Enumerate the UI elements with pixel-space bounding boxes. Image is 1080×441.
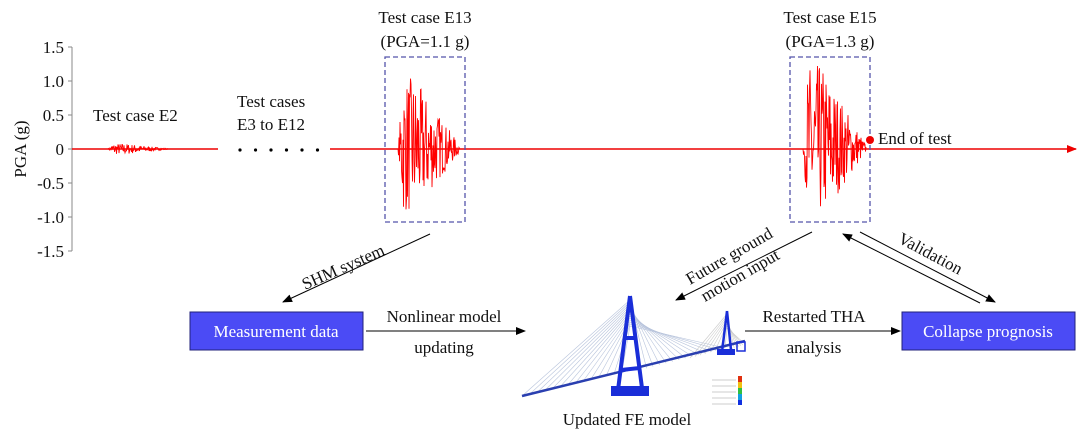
nonlinear-label-2: updating [414,338,474,357]
e2-signal [107,143,169,155]
e3-e12-label-2: E3 to E12 [237,115,305,134]
e15-label-1: Test case E15 [783,8,876,27]
dot [284,148,289,152]
e3-e12-label-1: Test cases [237,92,305,111]
validation-arrow-down [859,231,996,303]
dot [238,148,242,152]
fe-model-caption: Updated FE model [563,410,692,429]
e13-label-1: Test case E13 [378,8,471,27]
e13-highlight-box [384,56,466,223]
future-motion-arrow [675,231,813,301]
y-axis-label: PGA (g) [11,120,30,177]
measurement-data-box: Measurement data [189,311,364,351]
dot [269,148,273,152]
y-tick-label: 1.0 [43,72,64,91]
y-tick-label: 0.5 [43,106,64,125]
dot [300,148,304,152]
dot [315,148,320,152]
y-tick-label: -1.5 [37,242,64,261]
e13-label-2: (PGA=1.1 g) [381,32,470,51]
y-tick-label: -0.5 [37,174,64,193]
y-tick-label: -1.0 [37,208,64,227]
shm-arrow [282,233,431,303]
fe-bridge-model-image [521,295,746,405]
svg-text:Collapse prognosis: Collapse prognosis [923,322,1053,341]
end-of-test-label: End of test [878,129,952,148]
e15-signal [802,65,867,207]
nonlinear-label-1: Nonlinear model [387,307,502,326]
y-axis: 1.5 1.0 0.5 0 -0.5 -1.0 -1.5 PGA (g) [11,38,73,261]
restarted-label-2: analysis [787,338,842,357]
e15-label-2: (PGA=1.3 g) [786,32,875,51]
svg-text:Measurement data: Measurement data [213,322,339,341]
end-of-test-marker [866,136,874,144]
ellipsis-dots [238,148,320,152]
validation-arrow-up [842,233,981,304]
e2-label: Test case E2 [93,106,178,125]
y-tick-label: 0 [56,140,65,159]
y-tick-label: 1.5 [43,38,64,57]
restarted-label-1: Restarted THA [762,307,866,326]
collapse-prognosis-box: Collapse prognosis [901,311,1076,351]
color-legend [712,376,742,405]
shm-label: SHM system [299,240,387,293]
validation-label: Validation [895,229,966,279]
dot [253,148,258,152]
e13-signal [397,78,461,210]
